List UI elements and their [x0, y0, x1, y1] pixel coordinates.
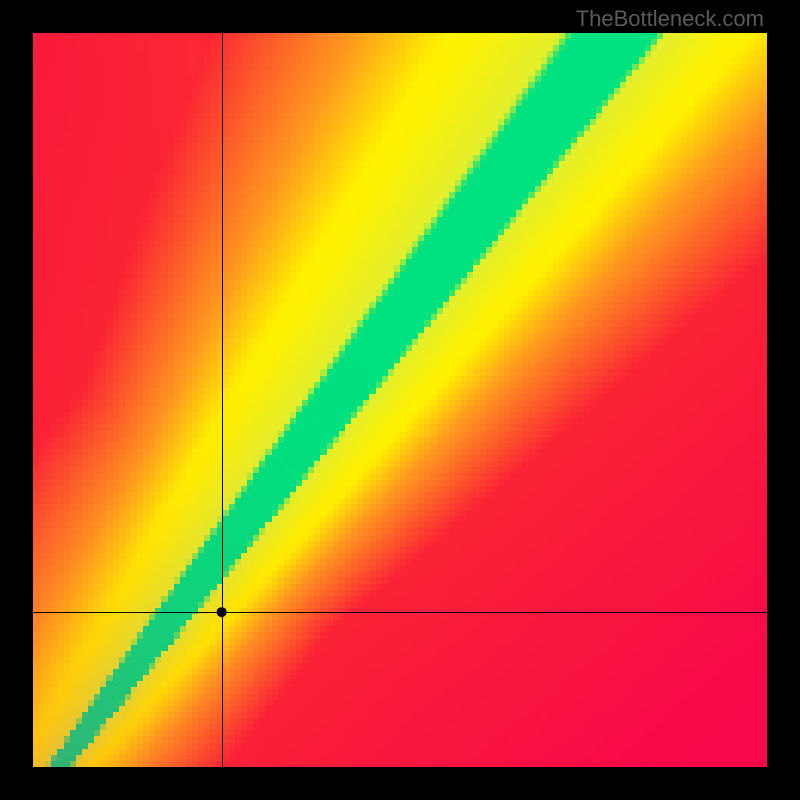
watermark-text: TheBottleneck.com: [576, 6, 764, 32]
crosshair-overlay: [0, 0, 800, 800]
chart-container: TheBottleneck.com: [0, 0, 800, 800]
